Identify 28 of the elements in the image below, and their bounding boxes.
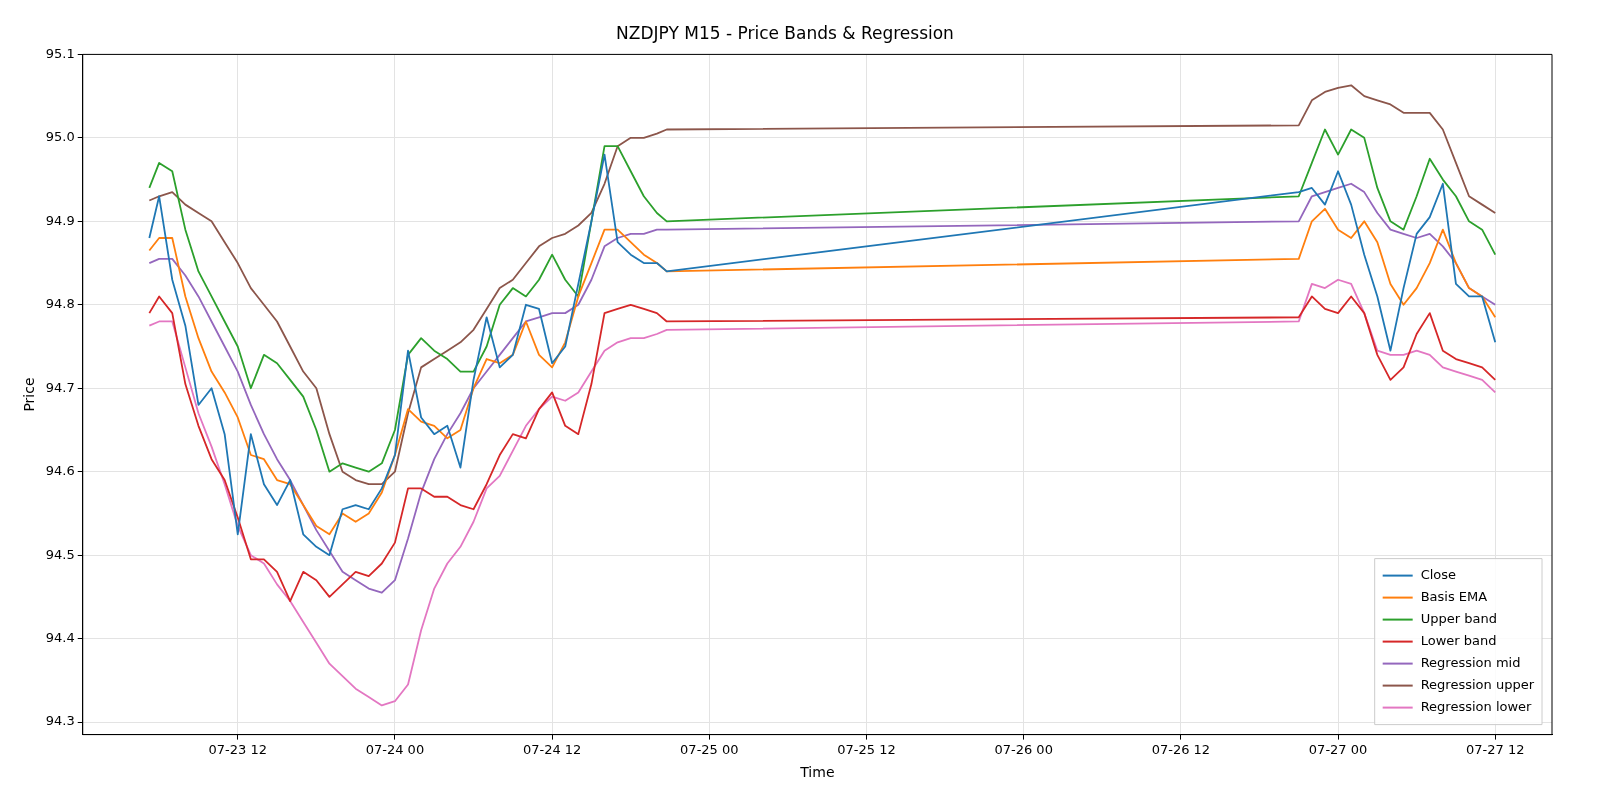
y-tick-label: 94.5: [45, 546, 75, 562]
y-tick-label: 94.4: [45, 630, 75, 645]
legend-label: Basis EMA: [1420, 588, 1488, 604]
y-tick-label: 94.3: [45, 713, 75, 729]
x-axis-title: Time: [799, 764, 835, 781]
y-tick-label: 95.1: [45, 45, 75, 61]
legend-label: Close: [1420, 566, 1457, 582]
y-tick-label: 94.8: [45, 296, 75, 312]
y-axis-title: Price: [21, 377, 38, 412]
x-tick-label: 07-26 12: [1151, 741, 1211, 757]
x-tick-label: 07-25 00: [680, 741, 739, 757]
y-tick-label: 95.0: [45, 129, 75, 145]
x-tick-label: 07-25 12: [837, 741, 896, 757]
legend-label: Regression upper: [1420, 676, 1535, 692]
x-tick-label: 07-26 00: [994, 741, 1053, 757]
y-tick-label: 94.6: [45, 463, 75, 479]
legend-label: Regression mid: [1420, 654, 1521, 670]
x-tick-label: 07-24 12: [522, 741, 582, 757]
x-tick-label: 07-24 00: [365, 741, 425, 757]
y-tick-label: 94.9: [45, 212, 75, 228]
legend-label: Regression lower: [1420, 698, 1533, 714]
legend-label: Lower band: [1420, 632, 1497, 648]
chart-title: NZDJPY M15 - Price Bands & Regression: [616, 22, 954, 43]
x-tick-label: 07-27 00: [1308, 741, 1368, 757]
x-tick-label: 07-23 12: [208, 741, 267, 757]
legend-label: Upper band: [1420, 610, 1497, 626]
y-tick-label: 94.7: [45, 379, 75, 395]
x-tick-label: 07-27 12: [1466, 741, 1525, 757]
